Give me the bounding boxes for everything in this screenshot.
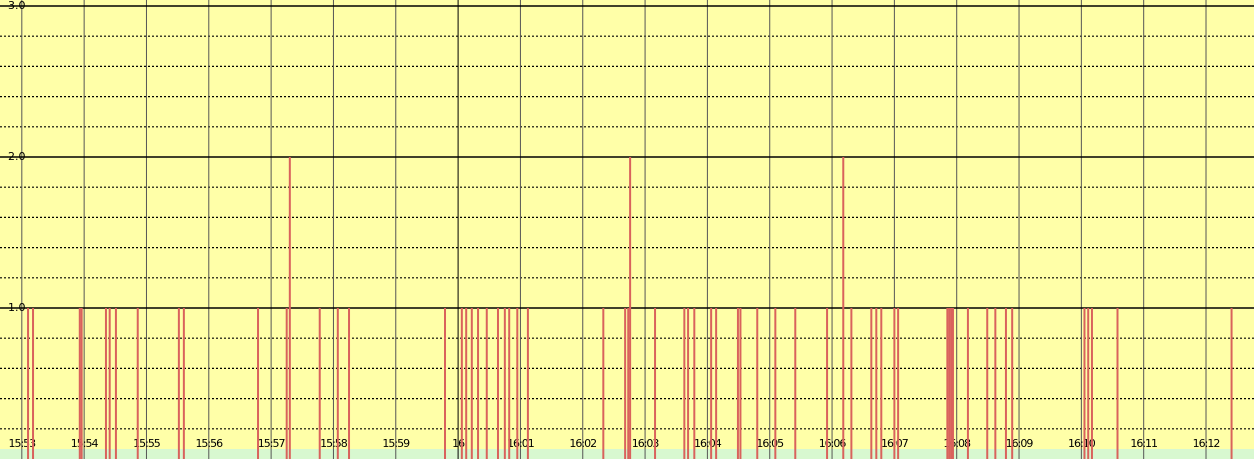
x-tick-label: 15:57 [258,437,286,450]
x-tick-label: 16 [452,437,465,450]
x-tick-label: 16:09 [1006,437,1034,450]
bar [444,308,447,459]
bar [285,308,288,459]
bar [627,308,630,459]
x-tick-label: 16:04 [694,437,722,450]
bar [756,308,759,459]
y-tick-label: 3.0 [8,0,26,12]
x-tick-label: 16:10 [1068,437,1096,450]
bar [460,308,463,459]
bar [114,308,117,459]
bar [477,308,480,459]
bar [794,308,797,459]
bar [654,308,657,459]
bar [318,308,321,459]
bar [994,308,997,459]
y-tick-label: 1.0 [8,301,26,314]
bar [470,308,473,459]
bar [893,308,896,459]
bar [257,308,260,459]
x-tick-label: 15:55 [133,437,161,450]
bar [966,308,969,459]
bar [526,308,529,459]
x-tick-label: 16:02 [569,437,596,450]
bar [624,308,627,459]
bar [503,308,506,459]
x-tick-label: 16:12 [1193,437,1220,450]
bar [629,157,632,459]
bar [1087,308,1090,459]
bar [104,308,107,459]
bar [946,308,949,459]
x-tick-label: 15:59 [382,437,410,450]
bar [1090,308,1093,459]
bar [496,308,499,459]
bar [136,308,139,459]
bar [897,308,900,459]
x-tick-label: 16:05 [756,437,784,450]
bar [27,308,30,459]
y-tick-label: 2.0 [8,150,26,163]
bar [288,157,291,459]
bar [80,308,83,459]
x-tick-label: 16:03 [632,437,660,450]
bar [485,308,488,459]
x-tick-label: 15:54 [71,437,99,450]
bar [177,308,180,459]
bar [108,308,111,459]
bar [182,308,185,459]
bar [465,308,468,459]
bar [32,308,35,459]
bar [948,308,951,459]
bar [710,308,713,459]
bar [842,157,845,459]
bar [870,308,873,459]
bar [715,308,718,459]
x-tick-label: 15:58 [320,437,348,450]
bar [826,308,829,459]
x-tick-label: 15:53 [8,437,36,450]
bar [693,308,696,459]
bar [1004,308,1007,459]
bar [348,308,351,459]
bar [875,308,878,459]
x-tick-label: 16:01 [507,437,534,450]
bar [1230,308,1233,459]
bar [1116,308,1119,459]
bar [516,308,519,459]
bar [1083,308,1086,459]
bar [951,308,954,459]
bar [602,308,605,459]
bar [850,308,853,459]
bar [739,308,742,459]
bar [736,308,739,459]
bar [986,308,989,459]
x-tick-label: 16:11 [1130,437,1157,450]
bar [687,308,690,459]
bar [78,308,81,459]
x-tick-label: 16:06 [819,437,847,450]
bottom-strip [0,449,1254,459]
bar [950,308,953,459]
bar [508,308,511,459]
x-tick-label: 15:56 [195,437,223,450]
bar [683,308,686,459]
bar [880,308,883,459]
bar [774,308,777,459]
bar [1011,308,1014,459]
bar [336,308,339,459]
